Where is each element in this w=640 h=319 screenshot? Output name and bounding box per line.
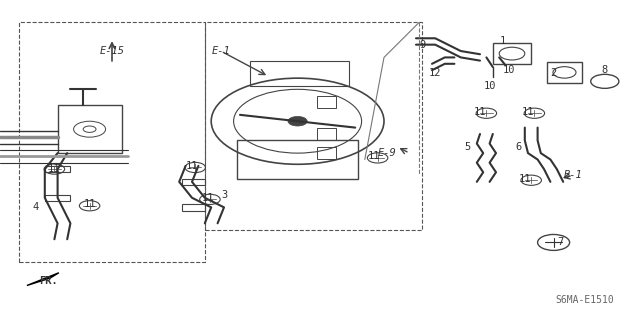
Text: 11: 11 — [522, 107, 534, 117]
Text: 11: 11 — [202, 193, 214, 203]
Text: 11: 11 — [518, 174, 531, 184]
Bar — [19, 22, 205, 262]
Text: S6MA-E1510: S6MA-E1510 — [556, 295, 614, 305]
Bar — [317, 96, 336, 108]
Text: 9: 9 — [419, 40, 426, 50]
Bar — [182, 204, 205, 211]
Text: 12: 12 — [429, 68, 442, 78]
Bar — [237, 140, 358, 179]
Text: B-1: B-1 — [563, 170, 582, 181]
Text: 10: 10 — [483, 81, 496, 91]
Text: 11: 11 — [368, 151, 381, 161]
Text: 1: 1 — [499, 36, 506, 47]
Text: 5: 5 — [464, 142, 470, 152]
Bar — [45, 195, 70, 201]
Text: 11: 11 — [48, 164, 61, 174]
Text: 8: 8 — [602, 65, 608, 75]
Text: 11: 11 — [186, 161, 198, 171]
Bar — [317, 147, 336, 159]
Bar — [58, 105, 122, 153]
Text: 2: 2 — [550, 68, 557, 78]
Text: FR.: FR. — [38, 276, 58, 286]
Bar — [182, 179, 205, 185]
Text: 11: 11 — [83, 199, 96, 209]
Text: 6: 6 — [515, 142, 522, 152]
Bar — [493, 43, 531, 64]
Text: 4: 4 — [32, 202, 38, 212]
Text: 10: 10 — [502, 65, 515, 75]
Text: E-15: E-15 — [99, 46, 125, 56]
Text: 11: 11 — [474, 107, 486, 117]
Bar — [317, 128, 336, 140]
Polygon shape — [27, 273, 59, 286]
Text: 7: 7 — [557, 237, 563, 248]
Bar — [250, 61, 349, 86]
Bar — [205, 22, 422, 230]
Text: E-1: E-1 — [211, 46, 230, 56]
Text: 3: 3 — [221, 189, 227, 200]
Circle shape — [288, 116, 307, 126]
Text: E-9: E-9 — [378, 148, 397, 158]
Bar — [547, 62, 582, 83]
Bar — [45, 166, 70, 172]
